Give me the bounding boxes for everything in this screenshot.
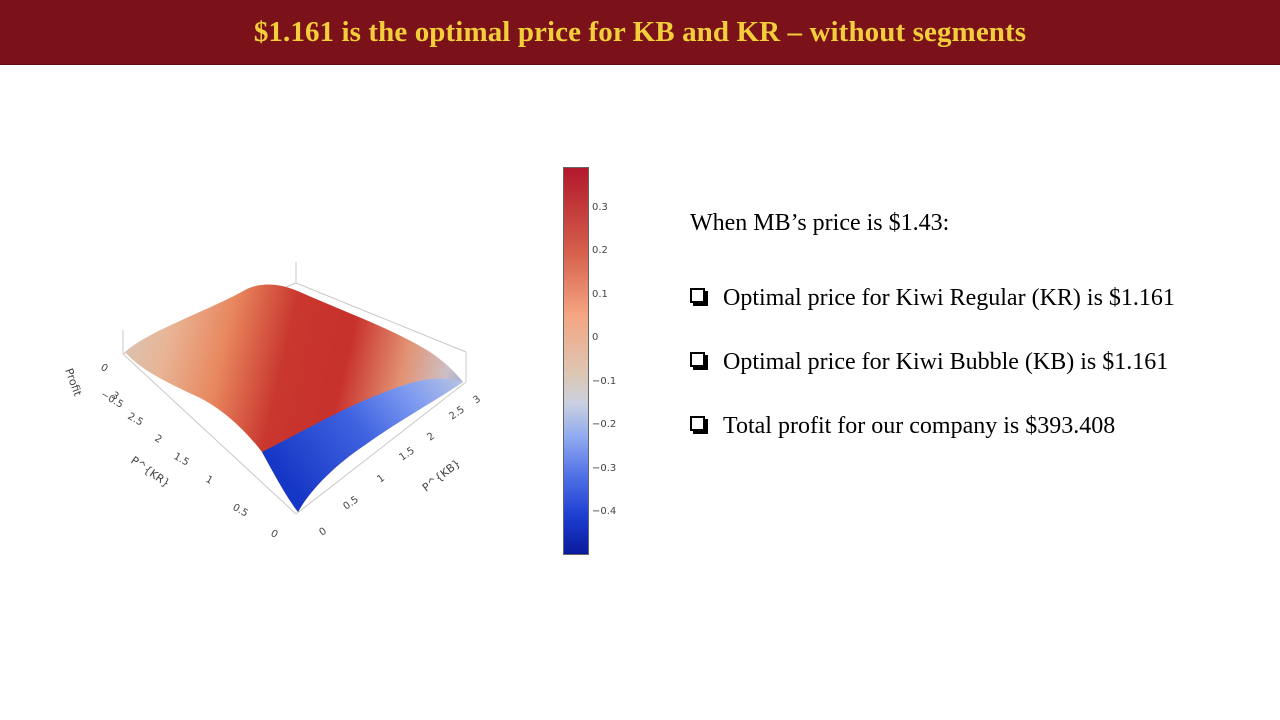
kr-tick: 1.5 — [172, 451, 191, 468]
colorbar-tick: 0.3 — [592, 202, 608, 213]
colorbar-tick: −0.4 — [592, 506, 617, 517]
kb-tick: 2 — [425, 431, 437, 444]
colorbar-tick: −0.2 — [592, 419, 617, 430]
kr-tick: 2.5 — [126, 411, 145, 428]
profit-axis-label: Profit — [62, 367, 84, 399]
slide-title: $1.161 is the optimal price for KB and K… — [253, 15, 1027, 48]
kb-tick: 3 — [471, 394, 483, 407]
bullet-text: Optimal price for Kiwi Regular (KR) is $… — [723, 285, 1175, 311]
profit-tick: 0 — [99, 362, 110, 375]
bullet-text: Total profit for our company is $393.408 — [723, 413, 1116, 439]
kr-tick: 0.5 — [231, 502, 250, 519]
colorbar-tick: −0.1 — [592, 376, 617, 387]
title-bar: $1.161 is the optimal price for KB and K… — [0, 0, 1280, 65]
kr-tick: 0 — [269, 528, 280, 541]
checkbox-bullet-icon — [690, 288, 708, 306]
colorbar-tick: −0.3 — [592, 463, 617, 474]
checkbox-bullet-icon — [690, 416, 708, 434]
colorbar-tick: 0.1 — [592, 289, 608, 300]
bullet-item: Optimal price for Kiwi Bubble (KB) is $1… — [690, 338, 1250, 386]
colorbar — [563, 167, 589, 555]
kr-axis-label: P^{KR} — [128, 454, 172, 490]
checkbox-bullet-icon — [690, 352, 708, 370]
kb-axis-label: P^{KB} — [420, 457, 463, 495]
bullet-item: Optimal price for Kiwi Regular (KR) is $… — [690, 274, 1250, 322]
kb-tick: 2.5 — [447, 404, 466, 422]
kb-tick: 1 — [375, 473, 387, 486]
profit-axis: 0 −0.5 Profit — [62, 362, 125, 411]
surface-valley — [262, 378, 463, 512]
kb-tick: 0.5 — [341, 494, 360, 512]
kb-tick: 1.5 — [397, 445, 416, 463]
surface-plot: 0 0.5 1 1.5 2 2.5 3 P^{KB} 0 0.5 1 1.5 2… — [62, 262, 483, 541]
kr-tick: 3 — [110, 390, 121, 403]
kr-tick: 2 — [153, 433, 164, 446]
bullet-text: Optimal price for Kiwi Bubble (KB) is $1… — [723, 349, 1169, 375]
colorbar-tick: 0.2 — [592, 245, 608, 256]
kr-tick: 1 — [204, 474, 215, 487]
kb-tick: 0 — [317, 526, 329, 539]
colorbar-tick: 0 — [592, 332, 599, 343]
surface-top — [125, 284, 463, 512]
profit-tick: −0.5 — [99, 389, 126, 411]
intro-text: When MB’s price is $1.43: — [690, 210, 950, 236]
bullet-item: Total profit for our company is $393.408 — [690, 402, 1250, 450]
text-panel: When MB’s price is $1.43: Optimal price … — [690, 200, 1250, 466]
